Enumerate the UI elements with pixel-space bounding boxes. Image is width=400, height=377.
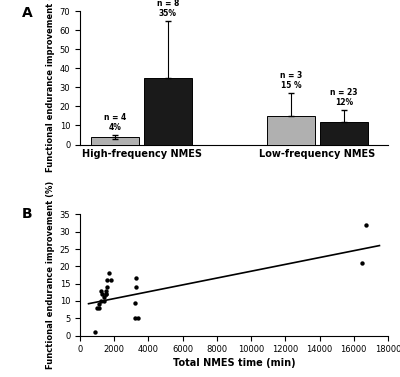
Point [133, 276, 140, 282]
Text: A: A [22, 6, 32, 20]
Point [96, 301, 102, 307]
X-axis label: Total NMES time (min): Total NMES time (min) [173, 359, 295, 368]
Point [101, 294, 107, 300]
Point [96, 305, 102, 311]
Point [106, 270, 112, 276]
Point [132, 300, 138, 306]
Point [362, 222, 369, 228]
Point [92, 329, 99, 335]
Bar [320, 122, 368, 144]
Point [359, 260, 366, 266]
Point [97, 298, 104, 304]
Text: n = 4
4%: n = 4 4% [104, 113, 126, 132]
Point [99, 291, 106, 297]
Y-axis label: Functional endurance improvement (%): Functional endurance improvement (%) [46, 0, 56, 172]
Y-axis label: Functional endurance improvement (%): Functional endurance improvement (%) [46, 181, 56, 369]
Text: n = 3
15 %: n = 3 15 % [280, 71, 302, 90]
Point [97, 288, 104, 294]
Text: n = 23
12%: n = 23 12% [330, 88, 358, 107]
Bar [91, 137, 140, 144]
Point [132, 315, 138, 321]
Text: B: B [22, 207, 32, 221]
Point [133, 284, 140, 290]
Point [108, 277, 114, 283]
Point [104, 277, 110, 283]
Bar [267, 116, 316, 144]
Point [101, 298, 107, 304]
Text: n = 8
35%: n = 8 35% [157, 0, 179, 18]
Point [102, 291, 109, 297]
Point [104, 284, 110, 290]
Point [102, 288, 109, 294]
Point [135, 315, 141, 321]
Point [102, 291, 109, 297]
Bar [144, 78, 192, 144]
Point [94, 305, 100, 311]
